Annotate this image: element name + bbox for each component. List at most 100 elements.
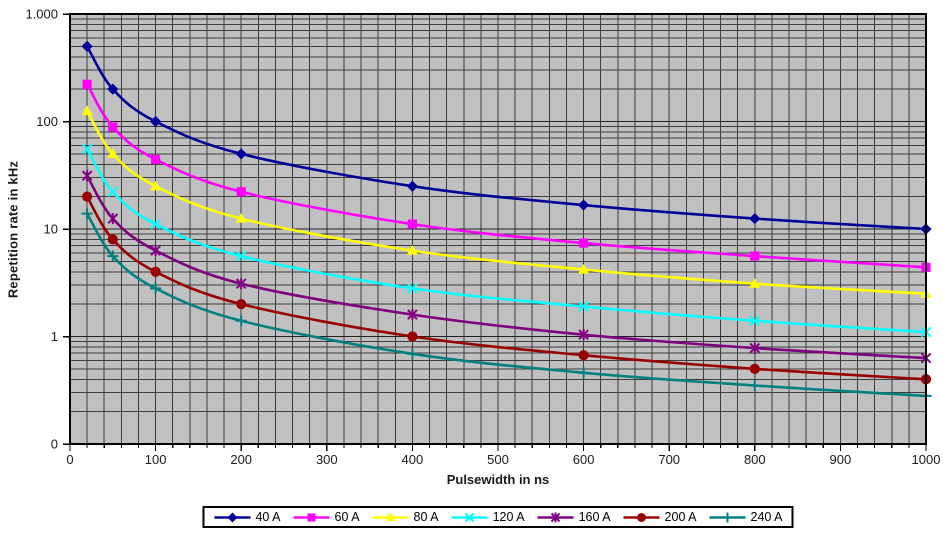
series-marker-circle — [637, 512, 647, 522]
y-axis-title: Repetition rate in kHz — [5, 160, 21, 299]
series-marker-diamond — [81, 40, 93, 52]
series-marker-square — [151, 154, 161, 165]
series-marker-circle — [236, 299, 247, 310]
legend-swatch — [293, 513, 330, 521]
series-marker-x — [407, 283, 418, 294]
series-marker-asterisk — [81, 170, 93, 182]
legend-swatch — [623, 512, 660, 522]
series-marker-diamond — [107, 83, 119, 95]
series-markers-200-a — [82, 191, 932, 385]
legend-label: 120 A — [492, 510, 525, 524]
series-marker-asterisk — [749, 342, 761, 354]
series-marker-x — [749, 315, 761, 327]
legend-item-40-a: 40 A — [213, 510, 281, 524]
series-marker-asterisk — [550, 512, 561, 522]
series-marker-plus — [235, 315, 247, 327]
series-marker-x — [235, 250, 247, 262]
series-marker-circle — [578, 350, 589, 361]
legend-item-60-a: 60 A — [293, 510, 360, 524]
series-marker-triangle — [235, 212, 247, 223]
series-marker-asterisk — [578, 329, 589, 341]
series-marker-circle — [749, 363, 760, 374]
y-tick-label: 1 — [51, 329, 58, 344]
series-marker-plus — [406, 348, 418, 360]
series-marker-plus — [150, 282, 162, 295]
legend-label: 40 A — [255, 510, 281, 524]
legend-item-80-a: 80 A — [372, 510, 439, 524]
x-tick-label: 600 — [573, 452, 595, 467]
x-tick-label: 400 — [402, 452, 424, 467]
x-tick-label: 1000 — [912, 452, 941, 467]
legend-swatch — [451, 512, 488, 522]
series-marker-x — [150, 218, 161, 230]
legend-item-240-a: 240 A — [709, 510, 783, 524]
series-marker-circle — [82, 191, 93, 202]
series-marker-plus — [722, 512, 733, 522]
series-marker-asterisk — [107, 212, 119, 225]
series-marker-triangle — [406, 244, 418, 255]
series-marker-plus — [107, 250, 119, 262]
series-marker-x — [464, 512, 475, 522]
legend-swatch — [537, 512, 574, 522]
series-marker-asterisk — [150, 244, 161, 257]
series-marker-plus — [749, 379, 761, 392]
legend-swatch — [214, 512, 251, 522]
legend-label: 240 A — [750, 510, 783, 524]
x-tick-label: 700 — [658, 452, 680, 467]
series-marker-square — [407, 219, 417, 229]
series-marker-square — [750, 251, 760, 261]
series-marker-square — [307, 513, 316, 521]
series-marker-diamond — [578, 199, 590, 211]
legend-label: 80 A — [413, 510, 439, 524]
series-marker-plus — [578, 367, 590, 379]
series-marker-triangle — [385, 512, 396, 521]
x-tick-label: 900 — [830, 452, 852, 467]
x-tick-label: 500 — [487, 452, 509, 467]
series-marker-diamond — [150, 115, 162, 128]
legend-item-120-a: 120 A — [451, 510, 525, 524]
legend-item-200-a: 200 A — [623, 510, 697, 524]
series-marker-circle — [407, 331, 418, 342]
legend-item-160-a: 160 A — [537, 510, 611, 524]
x-tick-label: 800 — [744, 452, 766, 467]
series-marker-diamond — [406, 180, 418, 192]
plot-border — [69, 13, 927, 445]
series-marker-circle — [150, 266, 161, 277]
y-tick-label: 10 — [44, 222, 58, 237]
legend-swatch — [709, 512, 746, 522]
series-markers-40-a — [81, 40, 932, 235]
series-marker-diamond — [227, 512, 238, 522]
series-marker-triangle — [81, 105, 93, 116]
series-marker-triangle — [150, 180, 162, 191]
x-tick-label: 300 — [316, 452, 338, 467]
legend-label: 160 A — [578, 510, 611, 524]
series-marker-triangle — [578, 263, 590, 274]
series-markers-120-a — [81, 143, 932, 338]
series-markers-160-a — [81, 170, 932, 364]
series-marker-asterisk — [407, 308, 418, 321]
series-marker-plus — [81, 208, 93, 220]
series-marker-x — [107, 186, 119, 198]
series-marker-x — [578, 301, 589, 312]
series-marker-diamond — [235, 148, 247, 160]
y-tick-label: 100 — [36, 114, 58, 129]
series-marker-triangle — [107, 148, 119, 158]
y-tick-label: 0 — [51, 437, 58, 452]
x-tick-label: 100 — [145, 452, 167, 467]
series-marker-triangle — [749, 278, 761, 288]
legend-label: 60 A — [334, 510, 360, 524]
series-marker-square — [579, 238, 589, 248]
series-marker-diamond — [749, 212, 761, 225]
series-marker-square — [82, 79, 92, 89]
series-marker-square — [236, 187, 246, 197]
x-axis-title: Pulsewidth in ns — [446, 472, 550, 487]
legend-label: 200 A — [664, 510, 697, 524]
series-marker-square — [108, 122, 118, 132]
series-marker-asterisk — [235, 278, 247, 290]
y-tick-label: 1.000 — [25, 7, 58, 22]
legend-swatch — [372, 512, 409, 521]
series-marker-circle — [107, 234, 118, 245]
x-tick-label: 200 — [230, 452, 252, 467]
